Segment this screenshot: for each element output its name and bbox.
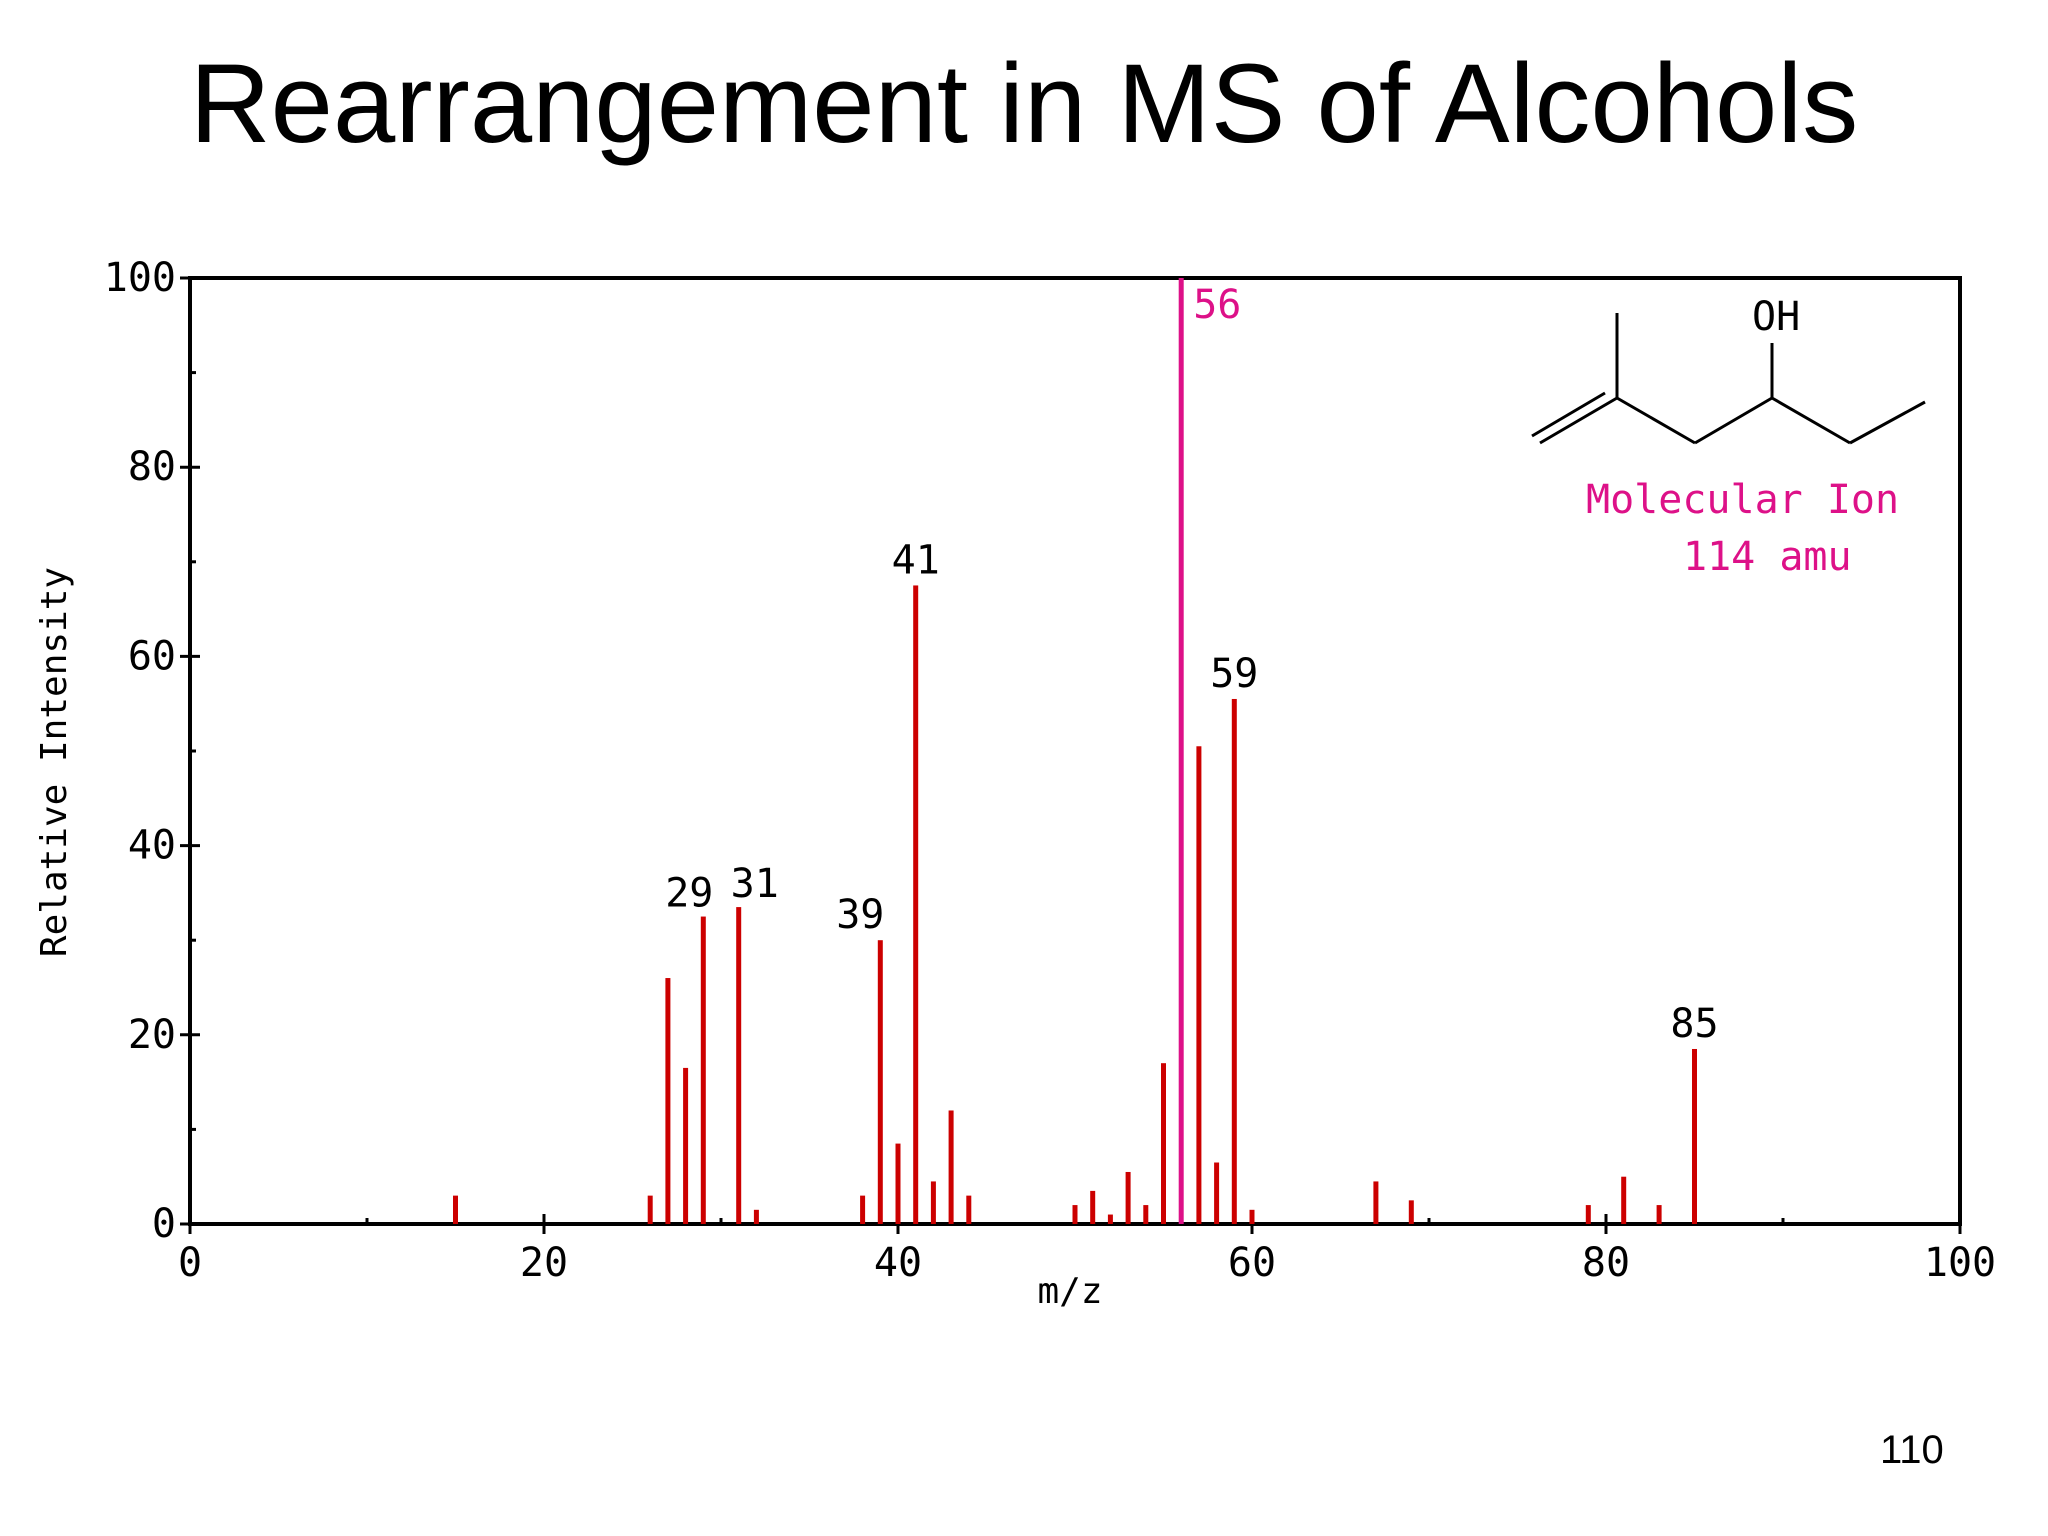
molecular-ion-label: Molecular Ion [1586,477,1899,523]
spectrum-peak-bar [1161,1063,1166,1224]
spectrum-peak-bar [1656,1205,1662,1224]
peak-label: 29 [665,871,713,917]
spectrum-peak-bar [453,1195,458,1224]
hydroxyl-group-label: OH [1752,294,1800,340]
spectrum-peak-bar [930,1181,936,1224]
y-tick-label: 60 [128,633,176,679]
spectrum-peak-bar [1408,1200,1414,1224]
spectrum-peak-bar [1214,1162,1220,1224]
x-tick-label: 40 [874,1240,922,1286]
spectrum-peak-bar [877,940,883,1224]
peak-label: 41 [892,537,940,583]
spectrum-peaks [453,278,1697,1224]
spectrum-peak-bar [1249,1209,1255,1224]
spectrum-peak-bar [1090,1190,1096,1224]
x-tick-label: 100 [1924,1240,1996,1286]
spectrum-peak-bar [665,978,671,1224]
spectrum-peak-bar [1585,1205,1591,1224]
spectrum-peak-bar [683,1067,689,1224]
x-axis-ticks: 0 20 40 60 80 100 [178,1214,1996,1286]
spectrum-peak-bar [1072,1205,1078,1224]
peak-label: 56 [1193,282,1241,328]
spectrum-peak-bar [1107,1214,1113,1224]
spectrum-peak-bar [1196,746,1202,1224]
spectrum-peak-bar [966,1195,972,1224]
slide-title: Rearrangement in MS of Alcohols [189,41,1859,166]
spectrum-peak-bar [948,1110,954,1224]
peak-labels: 29 31 39 41 56 59 85 [665,282,1718,1047]
x-tick-label: 80 [1582,1240,1630,1286]
spectrum-peak-bar [647,1195,653,1224]
spectrum-peak-bar [860,1195,866,1224]
x-tick-label: 0 [178,1240,202,1286]
y-tick-label: 40 [128,823,176,869]
y-axis-label: Relative Intensity [34,567,75,957]
y-tick-label: 20 [128,1012,176,1058]
spectrum-peak-bar [753,1209,759,1224]
x-tick-label: 60 [1228,1240,1276,1286]
spectrum-peak-bar [1692,1048,1697,1224]
spectrum-peak-bar [736,907,742,1224]
y-tick-label: 0 [152,1201,176,1247]
page-number: 110 [1880,1428,1944,1472]
spectrum-peak-bar [1143,1205,1149,1224]
y-tick-label: 100 [104,255,176,301]
spectrum-peak-bar [895,1143,901,1224]
spectrum-peak-bar [1125,1171,1131,1224]
molecular-ion-mass: 114 amu [1683,534,1852,580]
spectrum-peak-bar [1621,1176,1627,1224]
peak-label: 59 [1210,651,1258,697]
x-tick-label: 20 [520,1240,568,1286]
spectrum-peak-bar [913,585,919,1224]
peak-label: 31 [731,861,779,907]
peak-label: 85 [1670,1001,1718,1047]
peak-label: 39 [836,892,884,938]
spectrum-peak-bar [1231,698,1237,1224]
y-axis-ticks: 0 20 40 60 80 100 [104,255,200,1247]
x-axis-label: m/z [1037,1271,1102,1312]
spectrum-peak-bar [1373,1181,1379,1224]
y-tick-label: 80 [128,444,176,490]
spectrum-peak-bar [700,916,706,1224]
spectrum-peak-bar [1178,278,1184,1224]
molecule-structure-drawing [1531,313,1926,445]
